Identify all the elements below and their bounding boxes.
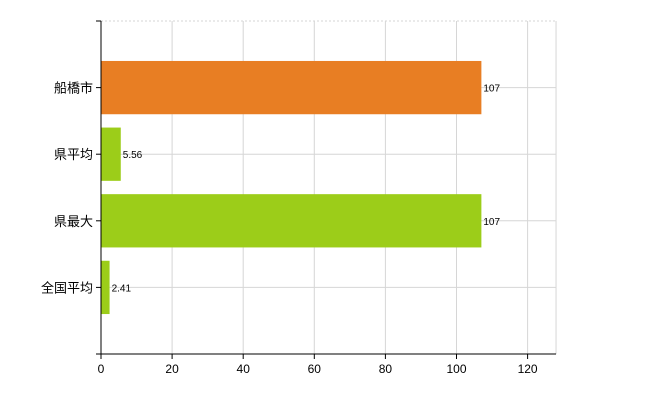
x-tick-label: 120	[518, 362, 538, 376]
category-label: 全国平均	[41, 280, 93, 295]
data-label: 5.56	[123, 150, 143, 161]
x-tick-label: 20	[165, 362, 179, 376]
x-tick-label: 80	[379, 362, 393, 376]
bar	[101, 60, 482, 115]
x-tick-label: 60	[308, 362, 322, 376]
category-label: 県平均	[54, 147, 93, 162]
axis-layer	[96, 20, 557, 359]
bar	[101, 194, 482, 248]
bar	[101, 127, 121, 181]
data-label: 107	[483, 217, 500, 228]
x-tick-label: 0	[98, 362, 105, 376]
x-tick-label: 40	[237, 362, 251, 376]
bar	[101, 260, 110, 315]
data-label: 2.41	[112, 283, 132, 294]
category-label: 船橋市	[54, 81, 93, 96]
x-tick-label: 100	[446, 362, 466, 376]
category-label: 県最大	[54, 214, 93, 229]
label-layer: 107 船橋市 5.56 県平均 107 県最大 2.41 全国平均 0 20 40 60 80 100 1…	[41, 81, 538, 376]
bar-layer	[101, 60, 482, 315]
data-label: 107	[483, 84, 500, 95]
